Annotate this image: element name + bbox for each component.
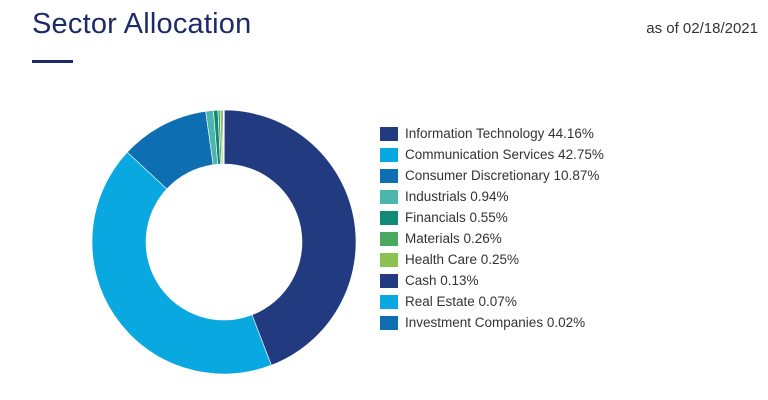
legend-swatch	[380, 273, 398, 288]
legend-item-financials: Financials 0.55%	[380, 207, 604, 228]
legend-swatch	[380, 168, 398, 183]
legend-label: Communication Services 42.75%	[405, 147, 604, 162]
legend-label: Information Technology 44.16%	[405, 126, 594, 141]
donut-slice-communication-services	[91, 151, 272, 375]
title-underline	[32, 60, 73, 63]
legend-item-consumer-discretionary: Consumer Discretionary 10.87%	[380, 165, 604, 186]
legend-item-investment-companies: Investment Companies 0.02%	[380, 312, 604, 333]
legend-label: Consumer Discretionary 10.87%	[405, 168, 600, 183]
as-of-date: as of 02/18/2021	[646, 20, 758, 37]
chart-legend: Information Technology 44.16% Communicati…	[380, 123, 604, 333]
legend-label: Materials 0.26%	[405, 231, 502, 246]
legend-swatch	[380, 252, 398, 267]
donut-slice-investment-companies	[223, 109, 225, 165]
legend-swatch	[380, 315, 398, 330]
legend-swatch	[380, 126, 398, 141]
page-title: Sector Allocation	[32, 8, 252, 40]
legend-label: Health Care 0.25%	[405, 252, 520, 267]
sector-donut-chart	[91, 109, 357, 375]
legend-label: Real Estate 0.07%	[405, 294, 517, 309]
legend-swatch	[380, 189, 398, 204]
legend-label: Industrials 0.94%	[405, 189, 509, 204]
legend-label: Investment Companies 0.02%	[405, 315, 586, 330]
legend-swatch	[380, 231, 398, 246]
legend-item-industrials: Industrials 0.94%	[380, 186, 604, 207]
legend-item-cash: Cash 0.13%	[380, 270, 604, 291]
legend-swatch	[380, 210, 398, 225]
legend-item-real-estate: Real Estate 0.07%	[380, 291, 604, 312]
donut-slice-information-technology	[223, 109, 357, 366]
legend-swatch	[380, 147, 398, 162]
legend-item-materials: Materials 0.26%	[380, 228, 604, 249]
legend-item-information-technology: Information Technology 44.16%	[380, 123, 604, 144]
legend-item-health-care: Health Care 0.25%	[380, 249, 604, 270]
legend-item-communication-services: Communication Services 42.75%	[380, 144, 604, 165]
legend-label: Financials 0.55%	[405, 210, 508, 225]
legend-label: Cash 0.13%	[405, 273, 479, 288]
legend-swatch	[380, 294, 398, 309]
